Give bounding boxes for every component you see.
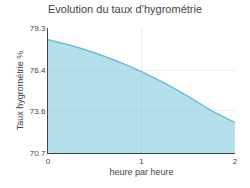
svg-text:76.4: 76.4 xyxy=(30,66,46,75)
svg-text:0: 0 xyxy=(46,157,51,166)
svg-text:Taux hygrométrie %: Taux hygrométrie % xyxy=(15,51,25,131)
svg-text:70.7: 70.7 xyxy=(30,149,46,158)
svg-text:79.3: 79.3 xyxy=(30,24,46,33)
svg-text:heure par heure: heure par heure xyxy=(109,167,173,177)
svg-text:2: 2 xyxy=(233,157,238,166)
svg-text:Evolution du taux d’hygrométri: Evolution du taux d’hygrométrie xyxy=(48,3,202,15)
svg-text:1: 1 xyxy=(139,157,144,166)
svg-text:73.6: 73.6 xyxy=(30,107,46,116)
